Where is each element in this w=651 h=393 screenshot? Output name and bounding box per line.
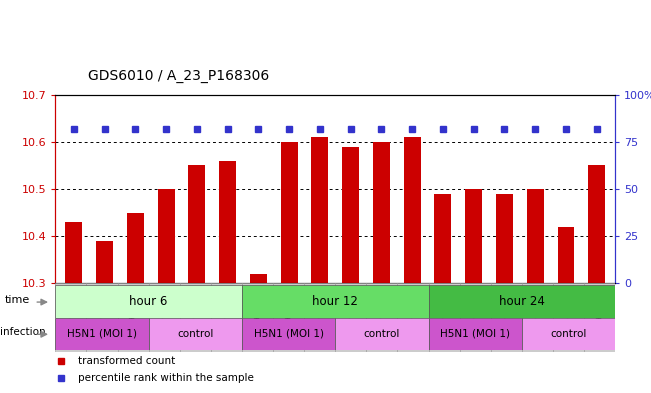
Bar — [496, 194, 513, 283]
Bar — [460, 283, 491, 352]
Text: GDS6010 / A_23_P168306: GDS6010 / A_23_P168306 — [88, 69, 269, 83]
Bar — [188, 165, 205, 283]
Bar — [527, 189, 544, 283]
Bar — [55, 283, 87, 352]
Bar — [180, 283, 211, 352]
Text: control: control — [177, 329, 214, 339]
Bar — [281, 142, 298, 283]
Bar — [242, 318, 335, 350]
Bar — [373, 142, 390, 283]
Text: hour 24: hour 24 — [499, 295, 545, 308]
Bar — [434, 194, 451, 283]
Bar — [55, 318, 148, 350]
Bar — [491, 283, 522, 352]
Text: GSM1625998: GSM1625998 — [346, 285, 355, 342]
Text: control: control — [364, 329, 400, 339]
Bar — [273, 283, 304, 352]
Bar — [127, 213, 144, 283]
Text: GSM1626003: GSM1626003 — [595, 285, 604, 342]
Bar — [304, 283, 335, 352]
Bar — [335, 283, 367, 352]
Bar — [557, 227, 574, 283]
Bar — [398, 283, 428, 352]
Bar — [428, 285, 615, 318]
Bar — [148, 318, 242, 350]
Bar — [428, 318, 522, 350]
Bar — [211, 283, 242, 352]
Text: transformed count: transformed count — [77, 356, 175, 366]
Text: GSM1626007: GSM1626007 — [253, 285, 262, 342]
Text: GSM1626008: GSM1626008 — [284, 285, 293, 342]
Bar — [55, 285, 242, 318]
Text: H5N1 (MOI 1): H5N1 (MOI 1) — [254, 329, 324, 339]
Text: GSM1626001: GSM1626001 — [533, 285, 542, 342]
Bar — [148, 283, 180, 352]
Text: GSM1626009: GSM1626009 — [315, 285, 324, 342]
Bar — [250, 274, 267, 283]
Text: hour 6: hour 6 — [130, 295, 168, 308]
Text: GSM1626012: GSM1626012 — [502, 285, 511, 342]
Text: infection: infection — [0, 327, 46, 337]
Bar — [584, 283, 615, 352]
Bar — [335, 318, 428, 350]
Bar — [589, 165, 605, 283]
Text: GSM1625997: GSM1625997 — [222, 285, 231, 342]
Text: H5N1 (MOI 1): H5N1 (MOI 1) — [440, 329, 510, 339]
Bar — [465, 189, 482, 283]
Bar — [158, 189, 174, 283]
Bar — [428, 283, 460, 352]
Text: GSM1626006: GSM1626006 — [129, 285, 137, 342]
Text: hour 12: hour 12 — [312, 295, 358, 308]
Bar — [404, 137, 421, 283]
Text: GSM1625999: GSM1625999 — [378, 285, 387, 341]
Bar — [87, 283, 118, 352]
Bar — [242, 285, 428, 318]
Text: GSM1626002: GSM1626002 — [564, 285, 573, 342]
Bar — [342, 147, 359, 283]
Text: GSM1626011: GSM1626011 — [471, 285, 480, 342]
Text: percentile rank within the sample: percentile rank within the sample — [77, 373, 254, 383]
Bar — [553, 283, 584, 352]
Text: GSM1626000: GSM1626000 — [409, 285, 417, 342]
Text: GSM1626005: GSM1626005 — [98, 285, 107, 342]
Bar — [367, 283, 398, 352]
Bar — [96, 241, 113, 283]
Bar — [522, 283, 553, 352]
Text: control: control — [550, 329, 587, 339]
Text: GSM1625995: GSM1625995 — [159, 285, 169, 341]
Text: time: time — [5, 295, 30, 305]
Bar — [118, 283, 148, 352]
Text: GSM1626010: GSM1626010 — [439, 285, 449, 342]
Bar — [311, 137, 328, 283]
Bar — [65, 222, 82, 283]
Text: GSM1625996: GSM1625996 — [191, 285, 200, 342]
Bar — [242, 283, 273, 352]
Bar — [522, 318, 615, 350]
Text: H5N1 (MOI 1): H5N1 (MOI 1) — [67, 329, 137, 339]
Text: GSM1626004: GSM1626004 — [66, 285, 76, 342]
Bar — [219, 161, 236, 283]
